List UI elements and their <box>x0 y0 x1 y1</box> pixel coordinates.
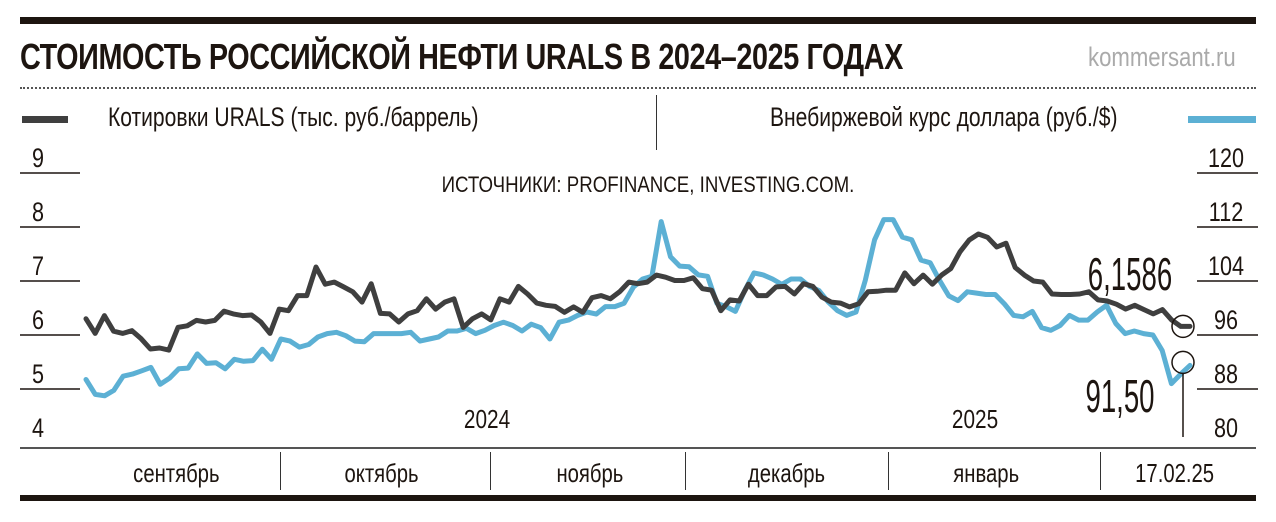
month-separator <box>685 452 686 490</box>
source-note: ИСТОЧНИКИ: PROFINANCE, INVESTING.COM. <box>442 174 855 198</box>
year-label: 2025 <box>952 405 998 434</box>
y-right-tick-label: 88 <box>1214 360 1238 390</box>
y-right-tick-label: 112 <box>1209 198 1243 228</box>
chart-title: СТОИМОСТЬ РОССИЙСКОЙ НЕФТИ URALS В 2024–… <box>20 36 1124 78</box>
end-marker-urals <box>1171 314 1195 339</box>
legend-usd: Внебиржевой курс доллара (руб./$) <box>770 102 1215 133</box>
y-left-tick-label: 4 <box>32 414 44 444</box>
month-label-text: октябрь <box>344 458 420 488</box>
annotation-usd-value: 91,50 <box>1085 372 1154 423</box>
brand-link[interactable]: kommersant.ru <box>1088 42 1268 73</box>
month-label-text: 17.02.25 <box>1135 458 1215 488</box>
top-rule <box>20 17 1256 24</box>
brand-text: kommersant.ru <box>1088 42 1236 72</box>
month-label: декабрь <box>686 458 886 489</box>
y-left-tick-label: 7 <box>32 252 44 282</box>
month-label-text: январь <box>953 458 1019 488</box>
legend-swatch-urals <box>22 116 68 123</box>
y-right-tick-label: 80 <box>1214 414 1238 444</box>
x-axis-line <box>20 447 1256 449</box>
y-left-tick-label: 9 <box>32 144 44 174</box>
legend-swatch-usd <box>1188 116 1256 123</box>
y-right-tick-label: 104 <box>1208 252 1244 282</box>
legend-separator <box>656 95 657 150</box>
month-separator <box>280 452 281 490</box>
bottom-rule <box>20 495 1256 501</box>
y-left-tick-label: 5 <box>32 360 44 390</box>
legend-usd-label: Внебиржевой курс доллара (руб./$) <box>770 102 1118 132</box>
month-separator <box>1100 452 1101 490</box>
month-label: 17.02.25 <box>1075 458 1275 489</box>
chart-title-text: СТОИМОСТЬ РОССИЙСКОЙ НЕФТИ URALS В 2024–… <box>20 36 903 77</box>
series-line-usd <box>83 217 1193 399</box>
month-label-text: декабрь <box>747 458 825 488</box>
y-right-tick-label: 120 <box>1208 144 1244 174</box>
series-line-urals <box>83 231 1193 353</box>
month-label: январь <box>886 458 1086 489</box>
dotted-divider <box>20 87 1256 89</box>
month-label-text: ноябрь <box>556 458 624 488</box>
month-label: сентябрь <box>76 458 276 489</box>
y-right-tick-label: 96 <box>1214 306 1238 336</box>
year-label: 2024 <box>464 405 510 434</box>
month-label-text: сентябрь <box>132 458 220 488</box>
month-separator <box>490 452 491 490</box>
month-label: октябрь <box>282 458 482 489</box>
legend-urals-label: Котировки URALS (тыс. руб./баррель) <box>108 102 479 132</box>
y-left-tick-label: 6 <box>32 306 44 336</box>
annotation-urals-value: 6,1586 <box>1088 250 1172 301</box>
month-separator <box>888 452 889 490</box>
month-label: ноябрь <box>490 458 690 489</box>
y-left-tick-label: 8 <box>32 198 44 228</box>
legend-urals: Котировки URALS (тыс. руб./баррель) <box>108 102 583 133</box>
